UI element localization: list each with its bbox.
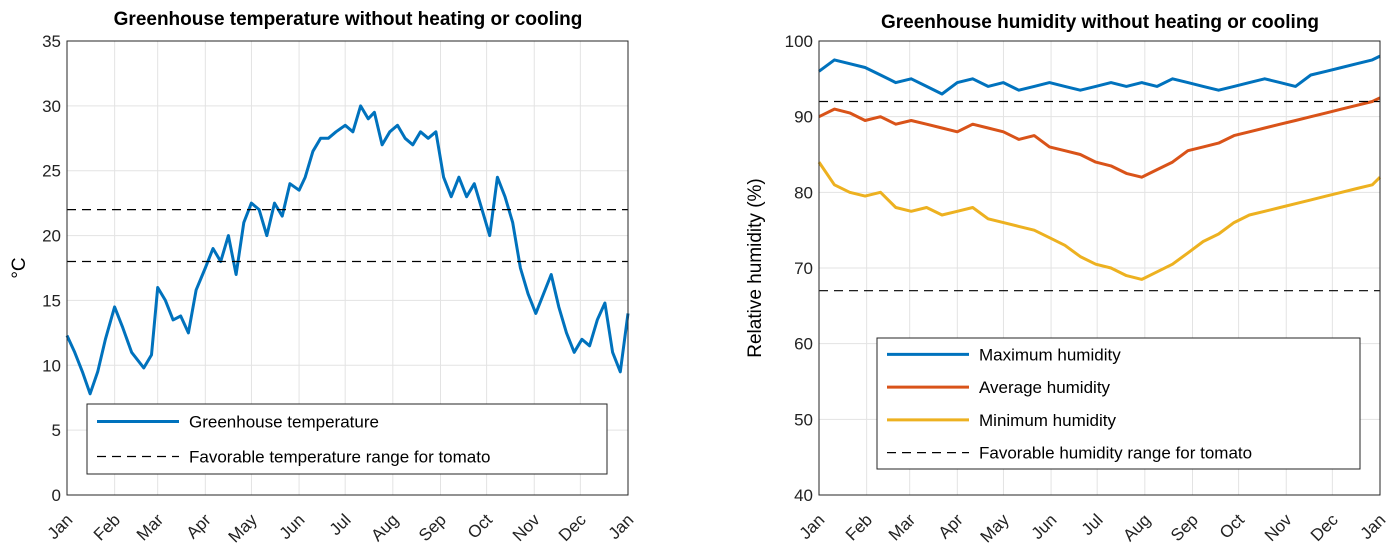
series-line-0 bbox=[818, 54, 1381, 96]
x-tick-label: Feb bbox=[90, 510, 124, 544]
humidity-chart-title: Greenhouse humidity without heating or c… bbox=[881, 12, 1319, 33]
legend-label: Favorable temperature range for tomato bbox=[189, 448, 490, 467]
y-tick-label: 25 bbox=[42, 162, 61, 181]
temperature-plot-frame bbox=[66, 40, 629, 496]
x-tick-label: Nov bbox=[509, 510, 544, 545]
humidity-plot-frame bbox=[818, 40, 1381, 496]
x-tick-label: Aug bbox=[1119, 510, 1154, 545]
legend-label: Maximum humidity bbox=[979, 345, 1121, 364]
x-tick-label: Dec bbox=[555, 510, 590, 545]
series-line-1 bbox=[818, 96, 1381, 179]
legend-label: Average humidity bbox=[979, 378, 1111, 397]
x-tick-label: Jun bbox=[1028, 510, 1061, 543]
x-tick-label: May bbox=[977, 510, 1013, 546]
y-tick-label: 5 bbox=[52, 421, 61, 440]
series-line-0 bbox=[65, 104, 630, 396]
x-tick-label: Apr bbox=[183, 510, 215, 542]
y-tick-label: 10 bbox=[42, 356, 61, 375]
legend-label: Favorable humidity range for tomato bbox=[979, 444, 1252, 463]
x-tick-label: Aug bbox=[367, 510, 402, 545]
y-tick-label: 35 bbox=[42, 32, 61, 51]
x-tick-label: Jul bbox=[1078, 510, 1107, 539]
y-tick-label: 100 bbox=[785, 32, 813, 51]
y-tick-label: 30 bbox=[42, 97, 61, 116]
y-tick-label: 70 bbox=[794, 259, 813, 278]
humidity-y-axis-label: Relative humidity (%) bbox=[745, 178, 766, 358]
y-tick-label: 40 bbox=[794, 486, 813, 505]
x-tick-label: Apr bbox=[935, 510, 967, 542]
y-tick-label: 90 bbox=[794, 108, 813, 127]
temperature-chart-title: Greenhouse temperature without heating o… bbox=[114, 9, 583, 30]
x-tick-label: Oct bbox=[1216, 510, 1248, 542]
x-tick-label: Jan bbox=[796, 510, 829, 543]
temperature-chart: Greenhouse temperature without heating o… bbox=[9, 9, 637, 546]
x-tick-label: Mar bbox=[133, 510, 167, 544]
y-tick-label: 0 bbox=[52, 486, 61, 505]
x-tick-label: Sep bbox=[415, 510, 450, 545]
y-tick-label: 20 bbox=[42, 227, 61, 246]
x-tick-label: Jul bbox=[326, 510, 355, 539]
y-tick-label: 50 bbox=[794, 410, 813, 429]
x-tick-label: Dec bbox=[1307, 510, 1342, 545]
legend-label: Greenhouse temperature bbox=[189, 413, 379, 432]
x-tick-label: Feb bbox=[842, 510, 876, 544]
x-tick-label: Nov bbox=[1261, 510, 1296, 545]
legend-box bbox=[86, 403, 608, 475]
x-tick-label: Jan bbox=[44, 510, 77, 543]
temperature-y-axis-label: °C bbox=[9, 257, 30, 278]
x-tick-label: Jan bbox=[605, 510, 638, 543]
x-tick-label: Jan bbox=[1357, 510, 1390, 543]
legend-label: Minimum humidity bbox=[979, 411, 1116, 430]
humidity-chart: Greenhouse humidity without heating or c… bbox=[745, 12, 1389, 546]
x-tick-label: Jun bbox=[276, 510, 309, 543]
y-tick-label: 15 bbox=[42, 291, 61, 310]
y-tick-label: 60 bbox=[794, 335, 813, 354]
series-line-2 bbox=[817, 161, 1382, 281]
y-tick-label: 80 bbox=[794, 183, 813, 202]
x-tick-label: May bbox=[225, 510, 261, 546]
x-tick-label: Mar bbox=[885, 510, 919, 544]
x-tick-label: Oct bbox=[464, 510, 496, 542]
legend-box bbox=[876, 337, 1361, 470]
x-tick-label: Sep bbox=[1167, 510, 1202, 545]
